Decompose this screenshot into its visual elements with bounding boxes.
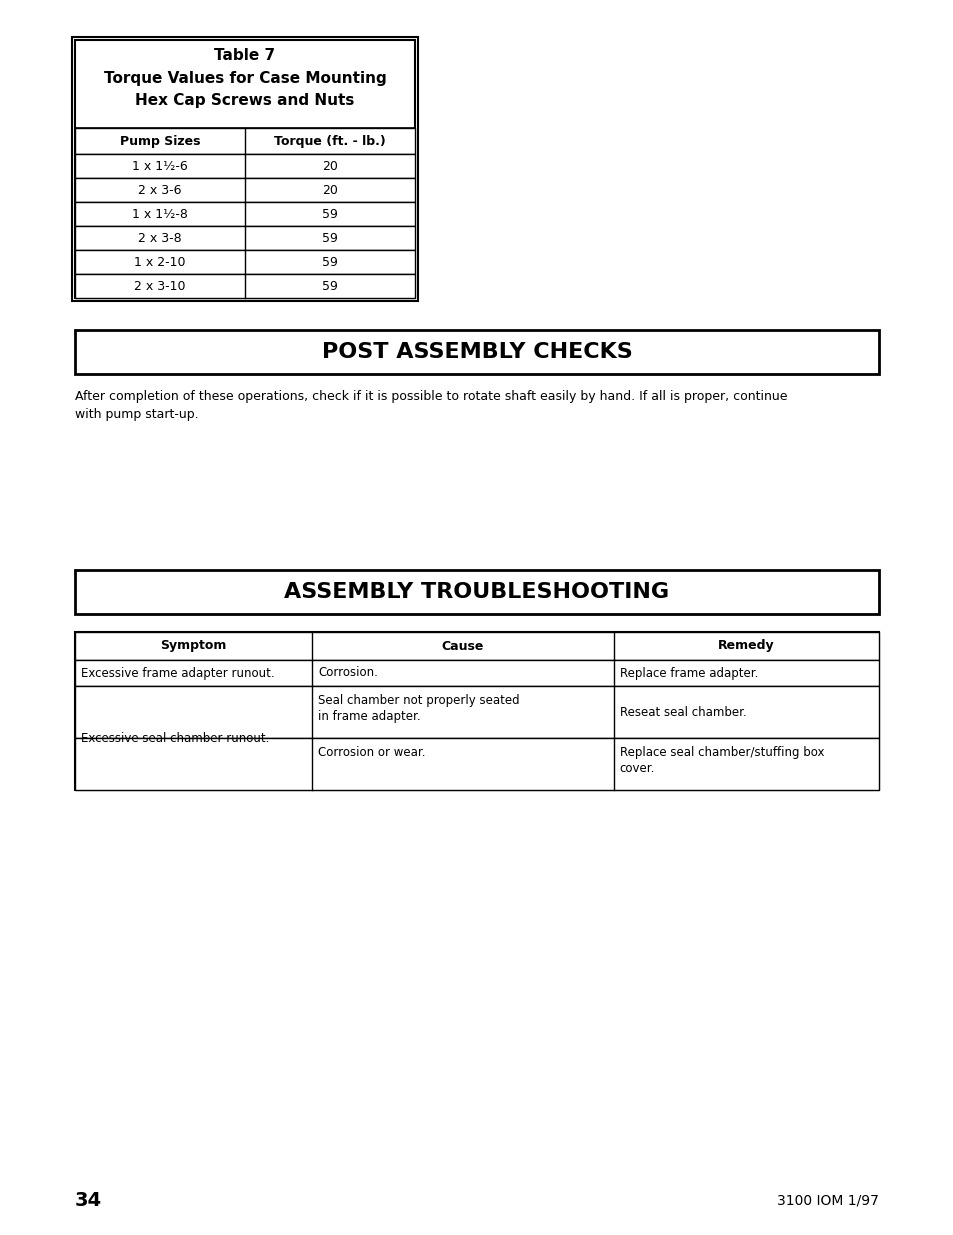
Text: in frame adapter.: in frame adapter. bbox=[318, 710, 420, 722]
Text: Torque Values for Case Mounting: Torque Values for Case Mounting bbox=[104, 70, 386, 85]
Text: 3100 IOM 1/97: 3100 IOM 1/97 bbox=[777, 1193, 878, 1207]
Text: Cause: Cause bbox=[441, 640, 483, 652]
Text: Symptom: Symptom bbox=[160, 640, 227, 652]
Text: Remedy: Remedy bbox=[718, 640, 774, 652]
Text: Pump Sizes: Pump Sizes bbox=[120, 135, 200, 147]
Bar bbox=[75, 128, 415, 154]
Text: 2 x 3-8: 2 x 3-8 bbox=[138, 231, 182, 245]
Text: 59: 59 bbox=[322, 231, 337, 245]
Text: POST ASSEMBLY CHECKS: POST ASSEMBLY CHECKS bbox=[321, 342, 632, 362]
Text: Reseat seal chamber.: Reseat seal chamber. bbox=[619, 705, 745, 719]
Bar bbox=[75, 330, 878, 374]
Text: Replace seal chamber/stuffing box: Replace seal chamber/stuffing box bbox=[619, 746, 823, 760]
Text: Corrosion.: Corrosion. bbox=[318, 667, 377, 679]
Bar bbox=[75, 226, 415, 249]
Text: 59: 59 bbox=[322, 279, 337, 293]
Text: Excessive frame adapter runout.: Excessive frame adapter runout. bbox=[81, 667, 274, 679]
Bar bbox=[75, 249, 415, 274]
Text: 2 x 3-6: 2 x 3-6 bbox=[138, 184, 182, 196]
Text: with pump start-up.: with pump start-up. bbox=[75, 408, 198, 421]
Text: Table 7: Table 7 bbox=[214, 48, 275, 63]
Text: 2 x 3-10: 2 x 3-10 bbox=[134, 279, 186, 293]
Text: 1 x 2-10: 1 x 2-10 bbox=[134, 256, 186, 268]
Bar bbox=[75, 632, 878, 659]
Text: Excessive seal chamber runout.: Excessive seal chamber runout. bbox=[81, 731, 269, 745]
Text: Replace frame adapter.: Replace frame adapter. bbox=[619, 667, 758, 679]
Text: 20: 20 bbox=[322, 159, 337, 173]
Bar bbox=[71, 37, 417, 301]
Bar bbox=[75, 154, 415, 178]
Bar bbox=[75, 274, 415, 298]
Text: 20: 20 bbox=[322, 184, 337, 196]
Bar bbox=[75, 632, 878, 790]
Text: 1 x 1½-8: 1 x 1½-8 bbox=[132, 207, 188, 221]
Bar bbox=[75, 203, 415, 226]
Text: After completion of these operations, check if it is possible to rotate shaft ea: After completion of these operations, ch… bbox=[75, 390, 786, 403]
Text: Hex Cap Screws and Nuts: Hex Cap Screws and Nuts bbox=[135, 93, 355, 107]
Text: 59: 59 bbox=[322, 256, 337, 268]
Text: 34: 34 bbox=[75, 1191, 102, 1209]
Text: cover.: cover. bbox=[619, 762, 655, 776]
Text: ASSEMBLY TROUBLESHOOTING: ASSEMBLY TROUBLESHOOTING bbox=[284, 582, 669, 601]
Bar bbox=[75, 739, 878, 790]
Bar bbox=[75, 178, 415, 203]
Text: Torque (ft. - lb.): Torque (ft. - lb.) bbox=[274, 135, 385, 147]
Text: Seal chamber not properly seated: Seal chamber not properly seated bbox=[318, 694, 519, 706]
Text: 59: 59 bbox=[322, 207, 337, 221]
Bar bbox=[75, 685, 878, 739]
Text: Corrosion or wear.: Corrosion or wear. bbox=[318, 746, 425, 760]
Bar bbox=[75, 659, 878, 685]
Text: 1 x 1½-6: 1 x 1½-6 bbox=[132, 159, 188, 173]
Bar bbox=[75, 40, 415, 298]
Bar bbox=[75, 571, 878, 614]
